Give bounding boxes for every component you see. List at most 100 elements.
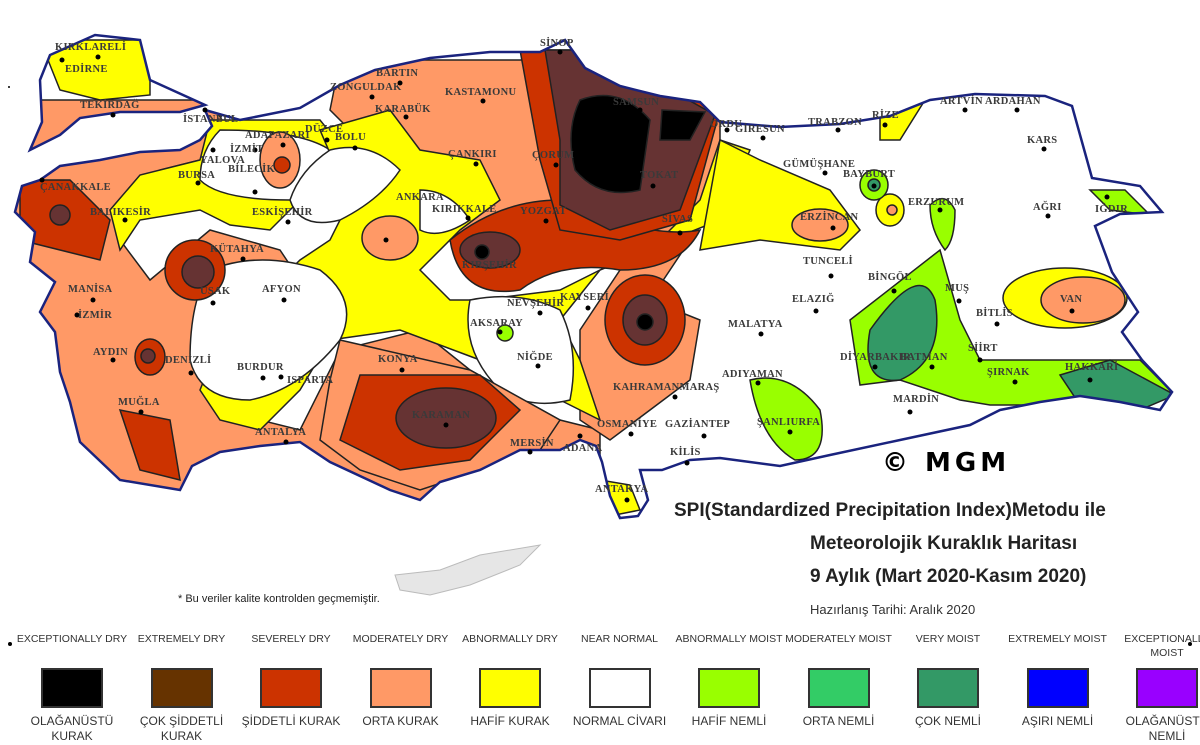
city-label: BURSA xyxy=(178,170,215,181)
city-label: DİYARBAKIR xyxy=(840,351,911,363)
city-dot xyxy=(122,217,128,223)
city-label: NİĞDE xyxy=(517,350,553,363)
legend-item: ABNORMALLY MOIST HAFİF NEMLİ xyxy=(669,632,789,729)
city-dot xyxy=(962,107,968,113)
legend-label-en: NEAR NORMAL xyxy=(580,633,658,645)
city-dot xyxy=(138,409,144,415)
city-label: ANTALYA xyxy=(255,427,306,438)
city-label: TEKİRDAĞ xyxy=(80,98,140,111)
city-dot xyxy=(497,329,503,335)
legend-item: EXTREMELY DRY ÇOK ŞİDDETLİ KURAK xyxy=(122,632,242,744)
city-dot xyxy=(937,207,943,213)
city-dot xyxy=(543,218,549,224)
city-dot xyxy=(929,364,935,370)
city-label: TUNCELİ xyxy=(803,255,853,267)
city-label: BURDUR xyxy=(237,362,284,373)
city-dot xyxy=(188,370,194,376)
city-label: ERZURUM xyxy=(908,197,964,208)
legend-item: EXCEPTIONALLY MOIST OLAĞANÜSTÜ NEMLİ xyxy=(1107,632,1200,744)
city-label: BALIKESİR xyxy=(90,206,151,218)
city-label: DÜZCE xyxy=(305,122,343,135)
city-label: UŞAK xyxy=(200,286,231,297)
legend-label-tr: AŞIRI NEMLİ xyxy=(1021,714,1094,728)
city-label: ANTAKYA xyxy=(595,484,649,495)
city-label: ŞIRNAK xyxy=(987,367,1030,378)
city-label: TRABZON xyxy=(808,117,862,128)
legend-label-en: EXCEPTIONALLY MOIST xyxy=(1124,633,1200,659)
city-dot xyxy=(1104,194,1110,200)
city-dot xyxy=(202,107,208,113)
city-label: ARDAHAN xyxy=(985,96,1041,107)
city-label: ERZİNCAN xyxy=(800,211,859,223)
city-dot xyxy=(628,431,634,437)
legend-swatch xyxy=(1026,668,1089,708)
city-label: ESKİŞEHİR xyxy=(252,206,313,218)
city-dot xyxy=(994,321,1000,327)
city-label: BİLECİK xyxy=(228,163,276,175)
city-label: KÜTAHYA xyxy=(210,242,264,255)
legend-item: MODERATELY DRY ORTA KURAK xyxy=(341,632,461,729)
city-dot xyxy=(527,449,533,455)
city-dot xyxy=(977,357,983,363)
legend-item: VERY MOIST ÇOK NEMLİ xyxy=(888,632,1008,729)
city-dot xyxy=(1069,308,1075,314)
city-dot xyxy=(830,225,836,231)
city-label: ÇANAKKALE xyxy=(40,182,111,193)
city-label: KAHRAMANMARAŞ xyxy=(613,382,720,393)
city-dot xyxy=(465,215,471,221)
city-label: VAN xyxy=(1060,294,1082,305)
legend-swatch xyxy=(1136,668,1198,708)
legend-label-en: EXCEPTIONALLY DRY xyxy=(16,633,128,645)
city-label: MARDİN xyxy=(893,393,939,405)
legend-label-en: ABNORMALLY DRY xyxy=(462,633,558,645)
legend-item: ABNORMALLY DRY HAFİF KURAK xyxy=(450,632,570,729)
city-dot xyxy=(403,114,409,120)
city-label: YALOVA xyxy=(200,155,245,166)
city-label: AKSARAY xyxy=(470,318,523,329)
city-label: ADAPAZARI xyxy=(245,130,310,141)
city-dot xyxy=(283,439,289,445)
legend-label-en: EXTREMELY DRY xyxy=(137,633,226,645)
city-label: SİVAS xyxy=(662,213,693,225)
city-label: NEVŞEHİR xyxy=(507,297,564,309)
map-title-line1: SPI(Standardized Precipitation Index)Met… xyxy=(674,500,1106,521)
city-dot xyxy=(956,298,962,304)
city-dot xyxy=(285,219,291,225)
city-dot xyxy=(577,433,583,439)
city-label: KIRKLARELİ xyxy=(55,41,126,53)
city-dot xyxy=(324,137,330,143)
city-dot xyxy=(701,433,707,439)
city-dot xyxy=(1045,213,1051,219)
legend-label-tr: ÇOK NEMLİ xyxy=(914,714,981,728)
legend-swatch xyxy=(41,668,103,708)
legend-label-tr: ŞİDDETLİ KURAK xyxy=(241,714,341,728)
copyright-mgm: © MGM xyxy=(882,448,1011,478)
city-label: ORDU xyxy=(710,119,742,130)
legend-swatch xyxy=(260,668,322,708)
legend-label-en: SEVERELY DRY xyxy=(251,633,331,645)
map-title-period: 9 Aylık (Mart 2020-Kasım 2020) xyxy=(810,566,1087,587)
city-label: ÇORUM xyxy=(532,150,574,161)
legend-item: EXTREMELY MOIST AŞIRI NEMLİ xyxy=(998,632,1118,729)
city-label: ÇANKIRI xyxy=(448,149,497,160)
city-label: RİZE xyxy=(872,109,899,121)
city-label: KARABÜK xyxy=(375,102,431,115)
city-dot xyxy=(637,107,643,113)
city-label: DENİZLİ xyxy=(165,354,211,366)
legend-label-en: MODERATELY DRY xyxy=(352,633,449,645)
city-dot xyxy=(399,367,405,373)
city-dot xyxy=(240,256,246,262)
city-dot xyxy=(1012,379,1018,385)
city-label: MERSİN xyxy=(510,437,554,449)
city-dot xyxy=(278,374,284,380)
city-dot xyxy=(1014,107,1020,113)
city-label: ADIYAMAN xyxy=(722,369,783,380)
legend-label-tr: HAFİF NEMLİ xyxy=(691,714,767,728)
city-label: AFYON xyxy=(262,284,301,295)
legend-item: EXCEPTIONALLY DRY OLAĞANÜSTÜ KURAK xyxy=(12,632,132,744)
legend-label-tr: OLAĞANÜSTÜ KURAK xyxy=(30,714,114,743)
drought-map: KIRKLARELİ EDİRNE TEKİRDAĞ İSTANBUL ADAPAZAR… xyxy=(13,33,1174,596)
city-label: ISPARTA xyxy=(287,375,333,386)
city-label: BOLU xyxy=(335,132,366,143)
city-dot xyxy=(110,112,116,118)
